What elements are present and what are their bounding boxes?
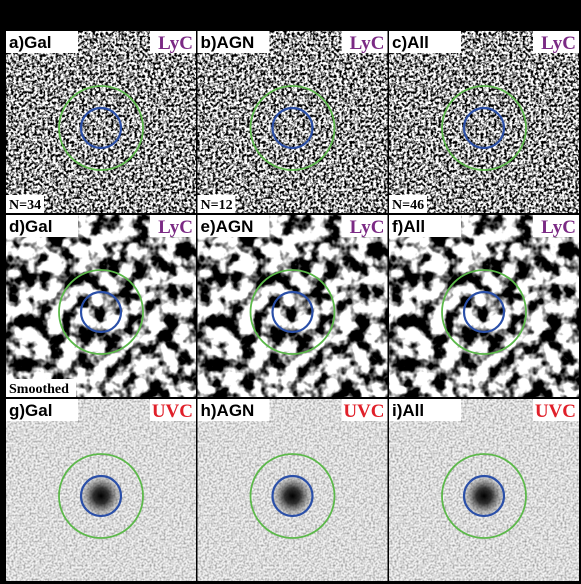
panel-label: c)All: [392, 33, 429, 52]
panel: f)All LyC: [389, 215, 579, 397]
source-blob: [79, 474, 123, 518]
panel-note: Smoothed: [9, 382, 69, 397]
panel-label: i)All: [392, 401, 424, 420]
panel-image: [6, 31, 196, 213]
panel: g)Gal UVC: [6, 399, 196, 581]
panel-note: N=12: [201, 198, 233, 213]
panel-label: e)AGN: [201, 217, 254, 236]
panel-image: [6, 215, 196, 397]
panel-label: h)AGN: [201, 401, 255, 420]
panel-image: [6, 399, 196, 581]
panel: h)AGN UVC: [198, 399, 388, 581]
noise: [6, 31, 196, 213]
band-label: LyC: [158, 33, 193, 54]
band-label: LyC: [350, 33, 385, 54]
panel: c)All LyC N=46: [389, 31, 579, 213]
band-label: UVC: [535, 401, 576, 422]
panel: i)All UVC: [389, 399, 579, 581]
band-label: LyC: [541, 33, 576, 54]
panel-image: [198, 399, 388, 581]
figure: a)Gal LyC N=34 b)AGN LyC N=12 c)All LyC N=46 d)Ga…: [0, 0, 581, 584]
panel: b)AGN LyC N=12: [198, 31, 388, 213]
noise: [198, 31, 388, 213]
noise: [389, 215, 579, 397]
panel-note: N=46: [392, 198, 424, 213]
panel: a)Gal LyC N=34: [6, 31, 196, 213]
panel-label: d)Gal: [9, 217, 52, 236]
band-label: UVC: [343, 401, 384, 422]
panel-image: [198, 31, 388, 213]
noise: [389, 31, 579, 213]
panel-image: [389, 31, 579, 213]
panel-label: g)Gal: [9, 401, 52, 420]
noise: [198, 215, 388, 397]
band-label: LyC: [158, 217, 193, 238]
panel-image: [198, 215, 388, 397]
panel: d)Gal LyC Smoothed: [6, 215, 196, 397]
panel: e)AGN LyC: [198, 215, 388, 397]
panel-image: [389, 399, 579, 581]
source-blob: [462, 474, 506, 518]
panel-note: N=34: [9, 198, 41, 213]
panel-label: a)Gal: [9, 33, 52, 52]
panel-image: [389, 215, 579, 397]
band-label: UVC: [152, 401, 193, 422]
panel-label: f)All: [392, 217, 425, 236]
noise: [6, 215, 196, 397]
band-label: LyC: [541, 217, 576, 238]
panel-label: b)AGN: [201, 33, 255, 52]
source-blob: [271, 474, 315, 518]
band-label: LyC: [350, 217, 385, 238]
